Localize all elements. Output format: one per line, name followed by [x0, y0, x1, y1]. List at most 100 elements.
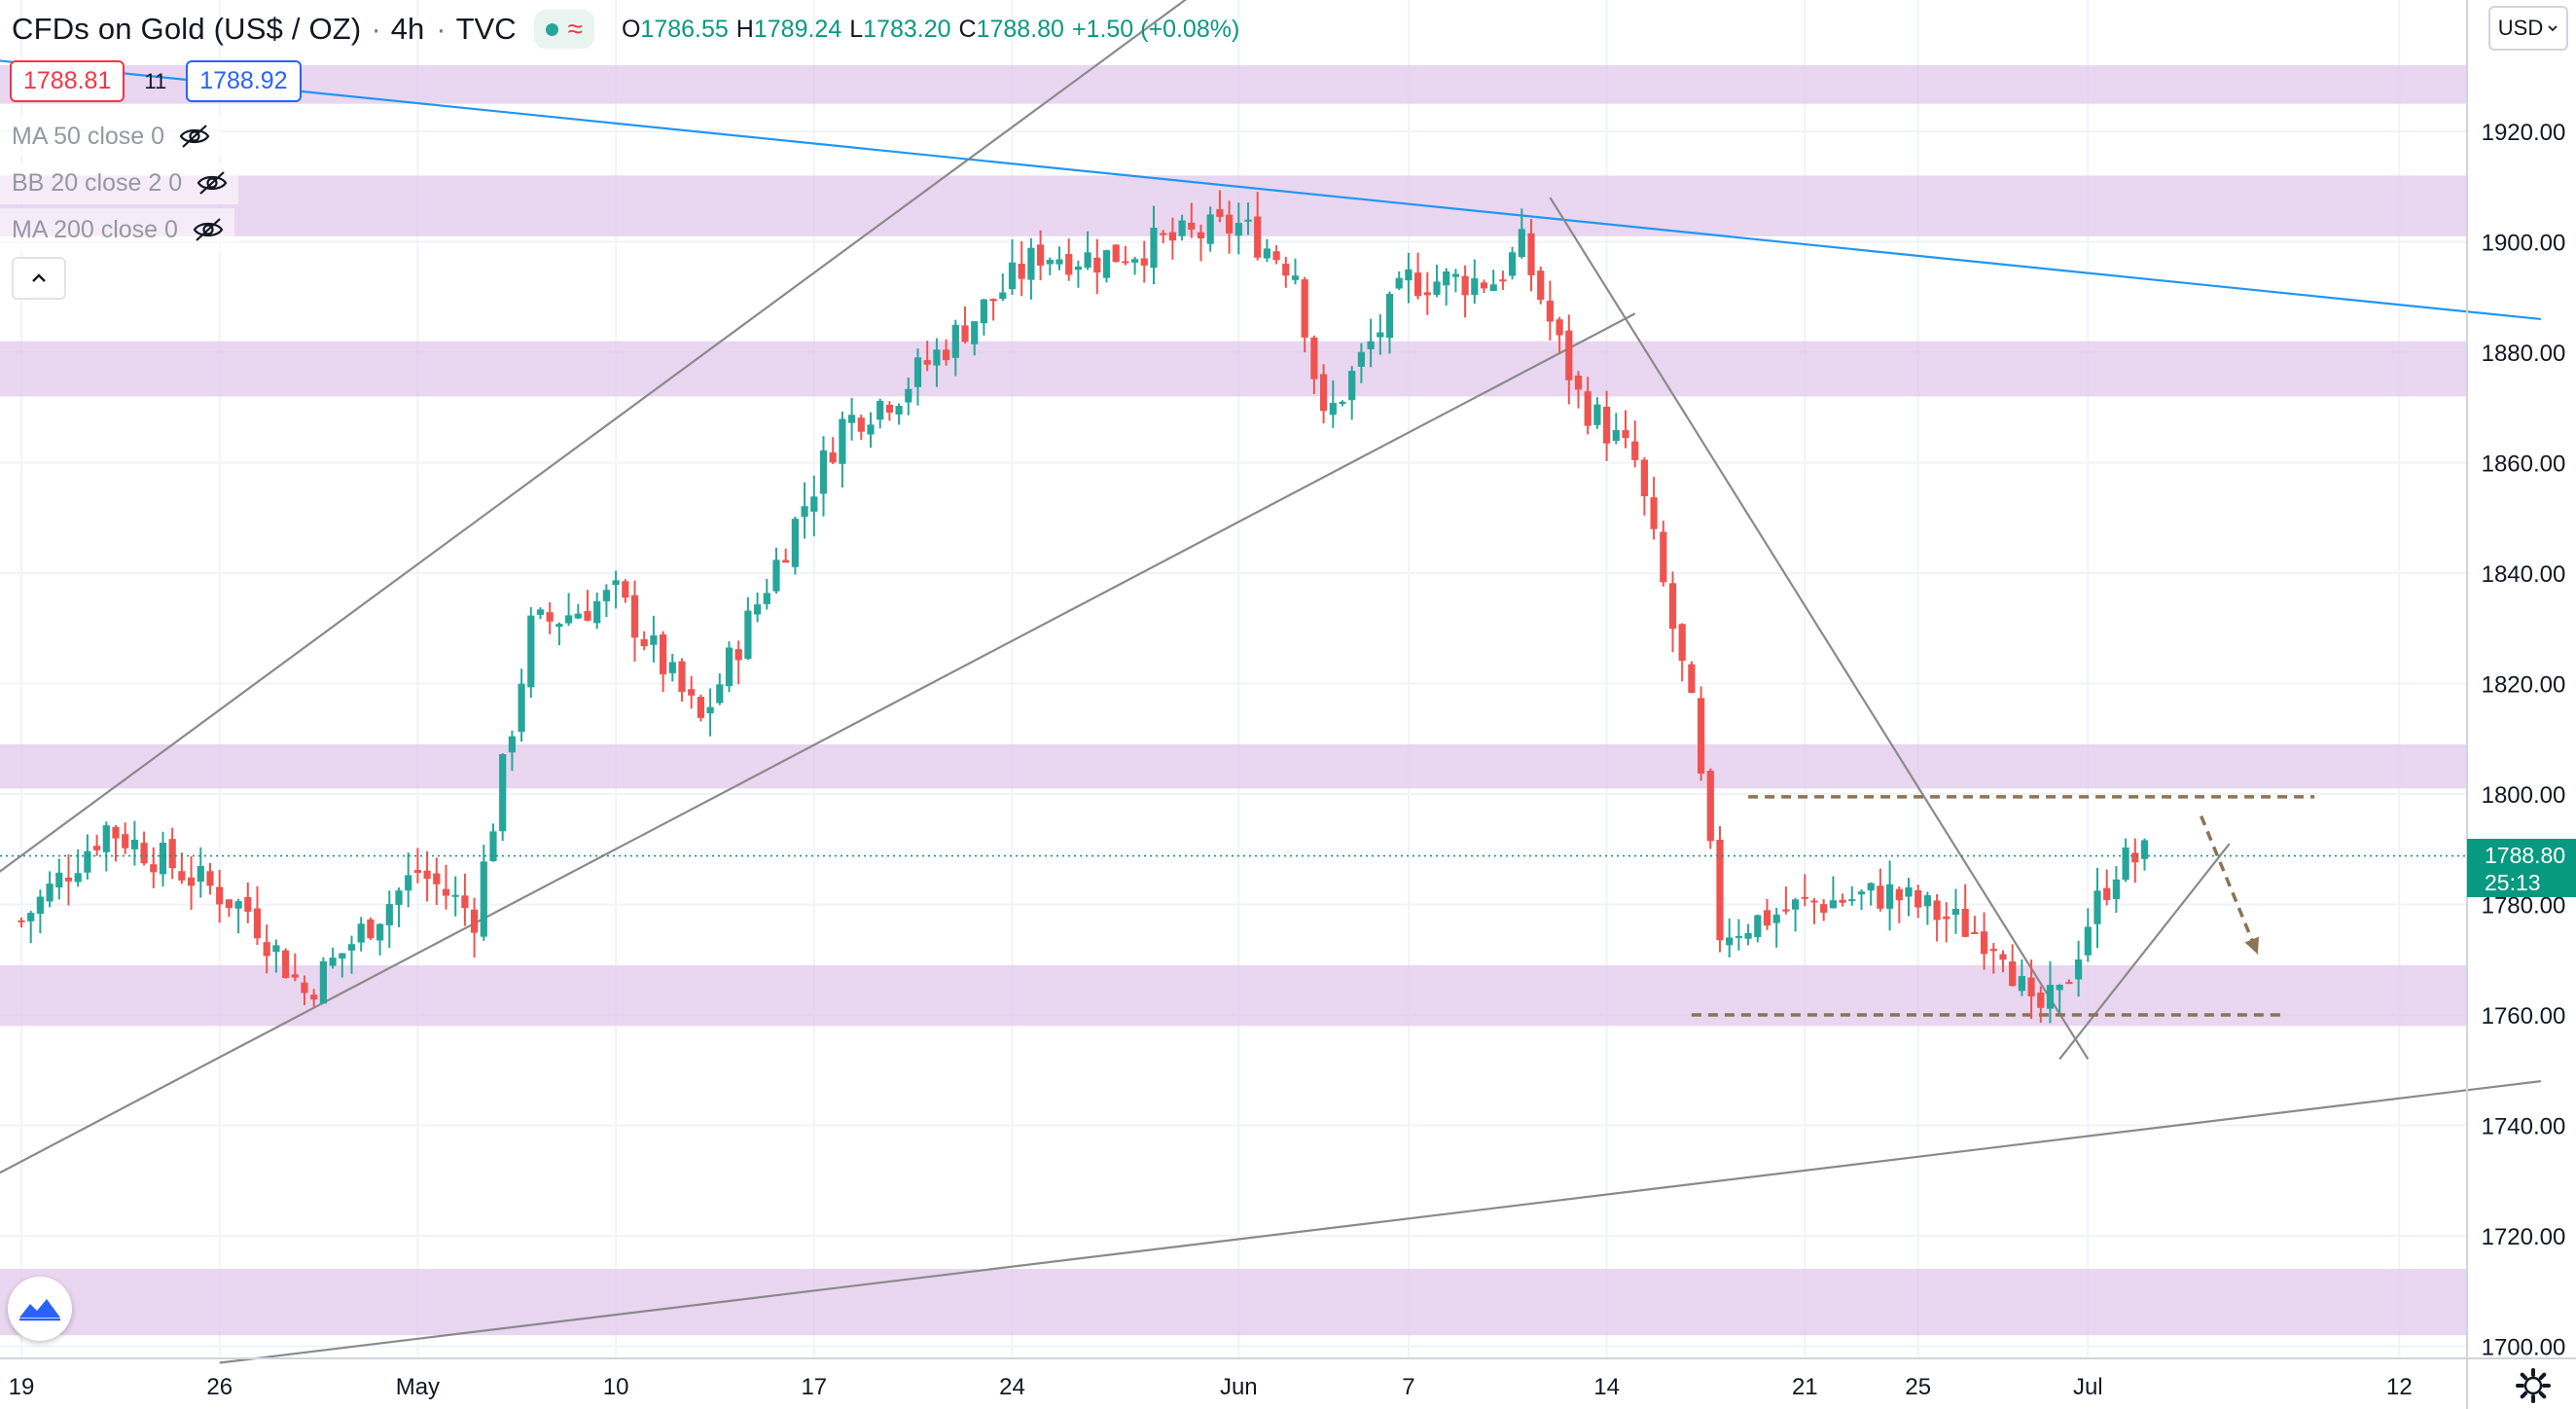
candle-body — [1395, 277, 1403, 289]
candle-body — [1640, 459, 1648, 496]
candle-body — [1329, 403, 1337, 415]
candle-body — [433, 873, 441, 885]
candle-body — [905, 388, 912, 403]
x-tick-label: 25 — [1905, 1374, 1931, 1400]
symbol-title[interactable]: CFDs on Gold (US$ / OZ) — [12, 12, 362, 46]
candle-body — [1037, 244, 1045, 266]
candle-body — [508, 736, 516, 753]
indicator-ma200[interactable]: MA 200 close 0 — [0, 208, 234, 251]
candle-body — [216, 886, 224, 905]
candle-body — [2112, 879, 2120, 900]
channel-upper-line[interactable] — [0, 0, 1352, 959]
candle-body — [64, 877, 73, 882]
candle-body — [574, 613, 582, 619]
candle-body — [829, 452, 837, 463]
y-tick-label: 1880.00 — [2482, 341, 2566, 367]
candle-body — [461, 895, 469, 909]
candle-body — [1443, 271, 1450, 286]
candle-body — [772, 560, 780, 592]
uptrend-line[interactable] — [2058, 843, 2231, 1061]
indicator-bb20[interactable]: BB 20 close 2 0 — [0, 162, 239, 204]
x-tick-label: 14 — [1593, 1374, 1620, 1400]
candle-body — [1310, 337, 1318, 379]
candle-body — [943, 349, 950, 361]
candle-body — [933, 349, 941, 366]
candle-body — [1754, 915, 1762, 938]
projection-arrow[interactable] — [2200, 815, 2260, 956]
candle-body — [357, 923, 365, 943]
sr-zone[interactable] — [0, 64, 2467, 104]
candle-body — [1367, 341, 1375, 349]
timeframe-label[interactable]: 4h — [390, 12, 425, 46]
buy-price-button[interactable]: 1788.92 — [186, 60, 302, 102]
candle-body — [1226, 214, 1234, 234]
candle-body — [168, 839, 176, 869]
candle-body — [1471, 278, 1479, 296]
candle-body — [527, 615, 535, 688]
eye-crossed-icon[interactable] — [192, 215, 225, 244]
candle-body — [1565, 330, 1573, 380]
sr-zone[interactable] — [0, 341, 2467, 397]
candle-body — [1999, 954, 2007, 960]
collapse-indicators-button[interactable] — [12, 257, 66, 300]
y-tick-label: 1760.00 — [2482, 1003, 2566, 1030]
candle-body — [2122, 847, 2129, 881]
candle-body — [688, 689, 696, 696]
sr-zone[interactable] — [0, 964, 2467, 1027]
x-tick-label: 19 — [9, 1374, 35, 1400]
candle-body — [971, 321, 979, 344]
x-tick-label: 24 — [999, 1374, 1025, 1400]
eye-crossed-icon[interactable] — [196, 168, 229, 198]
tradingview-logo-button[interactable] — [8, 1277, 72, 1341]
y-tick-label: 1840.00 — [2482, 561, 2566, 588]
candle-body — [1933, 900, 1941, 921]
close-key: C — [958, 15, 977, 43]
sell-price-button[interactable]: 1788.81 — [10, 60, 125, 102]
sr-zone[interactable] — [0, 743, 2467, 789]
x-tick-label: 7 — [1402, 1374, 1414, 1400]
sr-zone[interactable] — [0, 175, 2467, 236]
candle-body — [706, 706, 714, 714]
indicator-ma50[interactable]: MA 50 close 0 — [0, 115, 222, 158]
candle-body — [1650, 497, 1658, 529]
candle-body — [612, 580, 620, 586]
candle-body — [1706, 771, 1714, 842]
chevron-down-icon — [2548, 25, 2558, 32]
candle-body — [1914, 889, 1922, 908]
candle-body — [1716, 839, 1724, 941]
candle-body — [1867, 883, 1875, 891]
currency-selector[interactable]: USD — [2488, 6, 2568, 51]
settings-gear-icon[interactable] — [2514, 1366, 2553, 1405]
candle-body — [1698, 698, 1705, 774]
candle-body — [1046, 259, 1054, 265]
candle-body — [1810, 900, 1818, 903]
candle-body — [1857, 891, 1866, 895]
candle-body — [310, 994, 318, 1000]
candle-body — [347, 944, 356, 951]
descending-blue-line[interactable] — [0, 49, 2542, 321]
support-long-line[interactable] — [219, 1080, 2542, 1364]
y-tick-label: 1700.00 — [2482, 1335, 2566, 1361]
downtrend-line[interactable] — [1549, 197, 2090, 1060]
candle-body — [1518, 229, 1525, 258]
candle-body — [1509, 252, 1517, 276]
candle-body — [1981, 931, 1988, 955]
candle-body — [1688, 664, 1696, 694]
candle-body — [565, 615, 573, 624]
candle-body — [2009, 961, 2017, 987]
candle-body — [754, 604, 762, 615]
channel-lower-line[interactable] — [0, 312, 1636, 1236]
source-label: TVC — [455, 12, 517, 46]
candle-body — [1377, 332, 1384, 338]
candle-body — [2093, 890, 2101, 924]
eye-crossed-icon[interactable] — [178, 122, 211, 151]
candle-body — [1102, 250, 1111, 278]
sr-zone[interactable] — [0, 1269, 2467, 1336]
candle-body — [640, 638, 648, 647]
candle-body — [272, 945, 280, 953]
market-status-pill[interactable]: ≈ — [533, 10, 594, 49]
candle-body — [140, 843, 148, 864]
candle-body — [555, 624, 563, 628]
